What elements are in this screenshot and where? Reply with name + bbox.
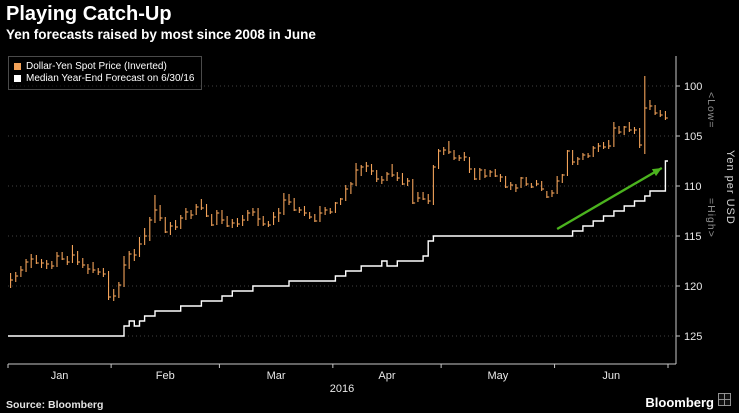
y-axis-high-note: =High>: [705, 198, 717, 238]
chart-title: Playing Catch-Up: [6, 3, 172, 25]
svg-text:115: 115: [684, 231, 702, 243]
spot-series-label: Dollar-Yen Spot Price (Inverted): [26, 61, 167, 72]
forecast-series-swatch: [14, 75, 21, 82]
svg-text:Jun: Jun: [602, 370, 620, 382]
svg-text:125: 125: [684, 331, 702, 343]
bloomberg-brand: Bloomberg: [645, 393, 731, 411]
source-credit: Source: Bloomberg: [6, 399, 104, 411]
y-axis-low-note: <Low=: [705, 92, 717, 129]
spot-series-swatch: [14, 63, 21, 70]
chart-legend: Dollar-Yen Spot Price (Inverted) Median …: [8, 56, 203, 90]
svg-text:105: 105: [684, 131, 702, 143]
bloomberg-terminal-grid-icon: [718, 393, 731, 411]
svg-text:Mar: Mar: [267, 370, 286, 382]
bloomberg-wordmark: Bloomberg: [645, 394, 714, 410]
svg-text:Apr: Apr: [378, 370, 395, 382]
svg-text:120: 120: [684, 281, 702, 293]
svg-text:Feb: Feb: [156, 370, 175, 382]
legend-item-forecast: Median Year-End Forecast on 6/30/16: [14, 73, 194, 84]
y-axis-unit-label: Yen per USD: [724, 150, 736, 225]
svg-text:2016: 2016: [330, 383, 354, 395]
svg-text:110: 110: [684, 181, 702, 193]
svg-text:Jan: Jan: [51, 370, 69, 382]
legend-item-spot: Dollar-Yen Spot Price (Inverted): [14, 61, 194, 72]
chart-header: Playing Catch-Up Yen forecasts raised by…: [6, 2, 316, 43]
forecast-series-label: Median Year-End Forecast on 6/30/16: [26, 73, 195, 84]
chart-subtitle: Yen forecasts raised by most since 2008 …: [6, 27, 316, 42]
svg-text:100: 100: [684, 81, 702, 93]
svg-text:May: May: [487, 370, 508, 382]
